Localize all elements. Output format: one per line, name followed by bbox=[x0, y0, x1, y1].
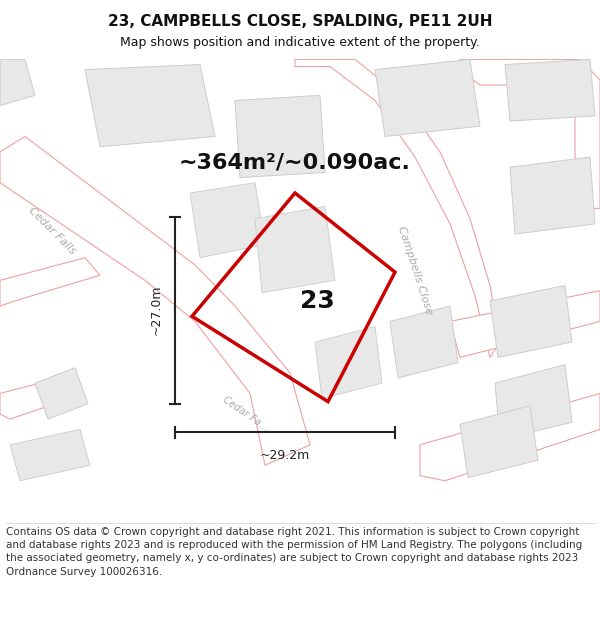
Polygon shape bbox=[295, 59, 500, 358]
Polygon shape bbox=[505, 59, 595, 121]
Text: ~364m²/~0.090ac.: ~364m²/~0.090ac. bbox=[179, 152, 411, 172]
Text: 23: 23 bbox=[300, 289, 335, 313]
Text: Map shows position and indicative extent of the property.: Map shows position and indicative extent… bbox=[120, 36, 480, 49]
Polygon shape bbox=[390, 306, 458, 378]
Text: Campbells Close: Campbells Close bbox=[396, 224, 434, 316]
Polygon shape bbox=[495, 364, 572, 439]
Text: ~29.2m: ~29.2m bbox=[260, 449, 310, 462]
Polygon shape bbox=[460, 406, 538, 478]
Polygon shape bbox=[0, 59, 35, 106]
Text: 23, CAMPBELLS CLOSE, SPALDING, PE11 2UH: 23, CAMPBELLS CLOSE, SPALDING, PE11 2UH bbox=[108, 14, 492, 29]
Polygon shape bbox=[190, 182, 265, 258]
Polygon shape bbox=[450, 291, 600, 357]
Polygon shape bbox=[35, 368, 88, 419]
Text: ~27.0m: ~27.0m bbox=[150, 285, 163, 336]
Polygon shape bbox=[255, 206, 335, 292]
Text: Contains OS data © Crown copyright and database right 2021. This information is : Contains OS data © Crown copyright and d… bbox=[6, 527, 582, 576]
Polygon shape bbox=[460, 59, 600, 208]
Polygon shape bbox=[0, 136, 310, 466]
Polygon shape bbox=[0, 258, 100, 306]
Polygon shape bbox=[490, 286, 572, 357]
Text: Cedar Fa...: Cedar Fa... bbox=[220, 394, 269, 433]
Polygon shape bbox=[235, 96, 325, 178]
Polygon shape bbox=[510, 157, 595, 234]
Polygon shape bbox=[0, 378, 70, 419]
Polygon shape bbox=[315, 327, 382, 399]
Text: Cedar Falls: Cedar Falls bbox=[26, 206, 77, 256]
Polygon shape bbox=[375, 59, 480, 136]
Polygon shape bbox=[10, 429, 90, 481]
Polygon shape bbox=[85, 64, 215, 147]
Polygon shape bbox=[420, 393, 600, 481]
